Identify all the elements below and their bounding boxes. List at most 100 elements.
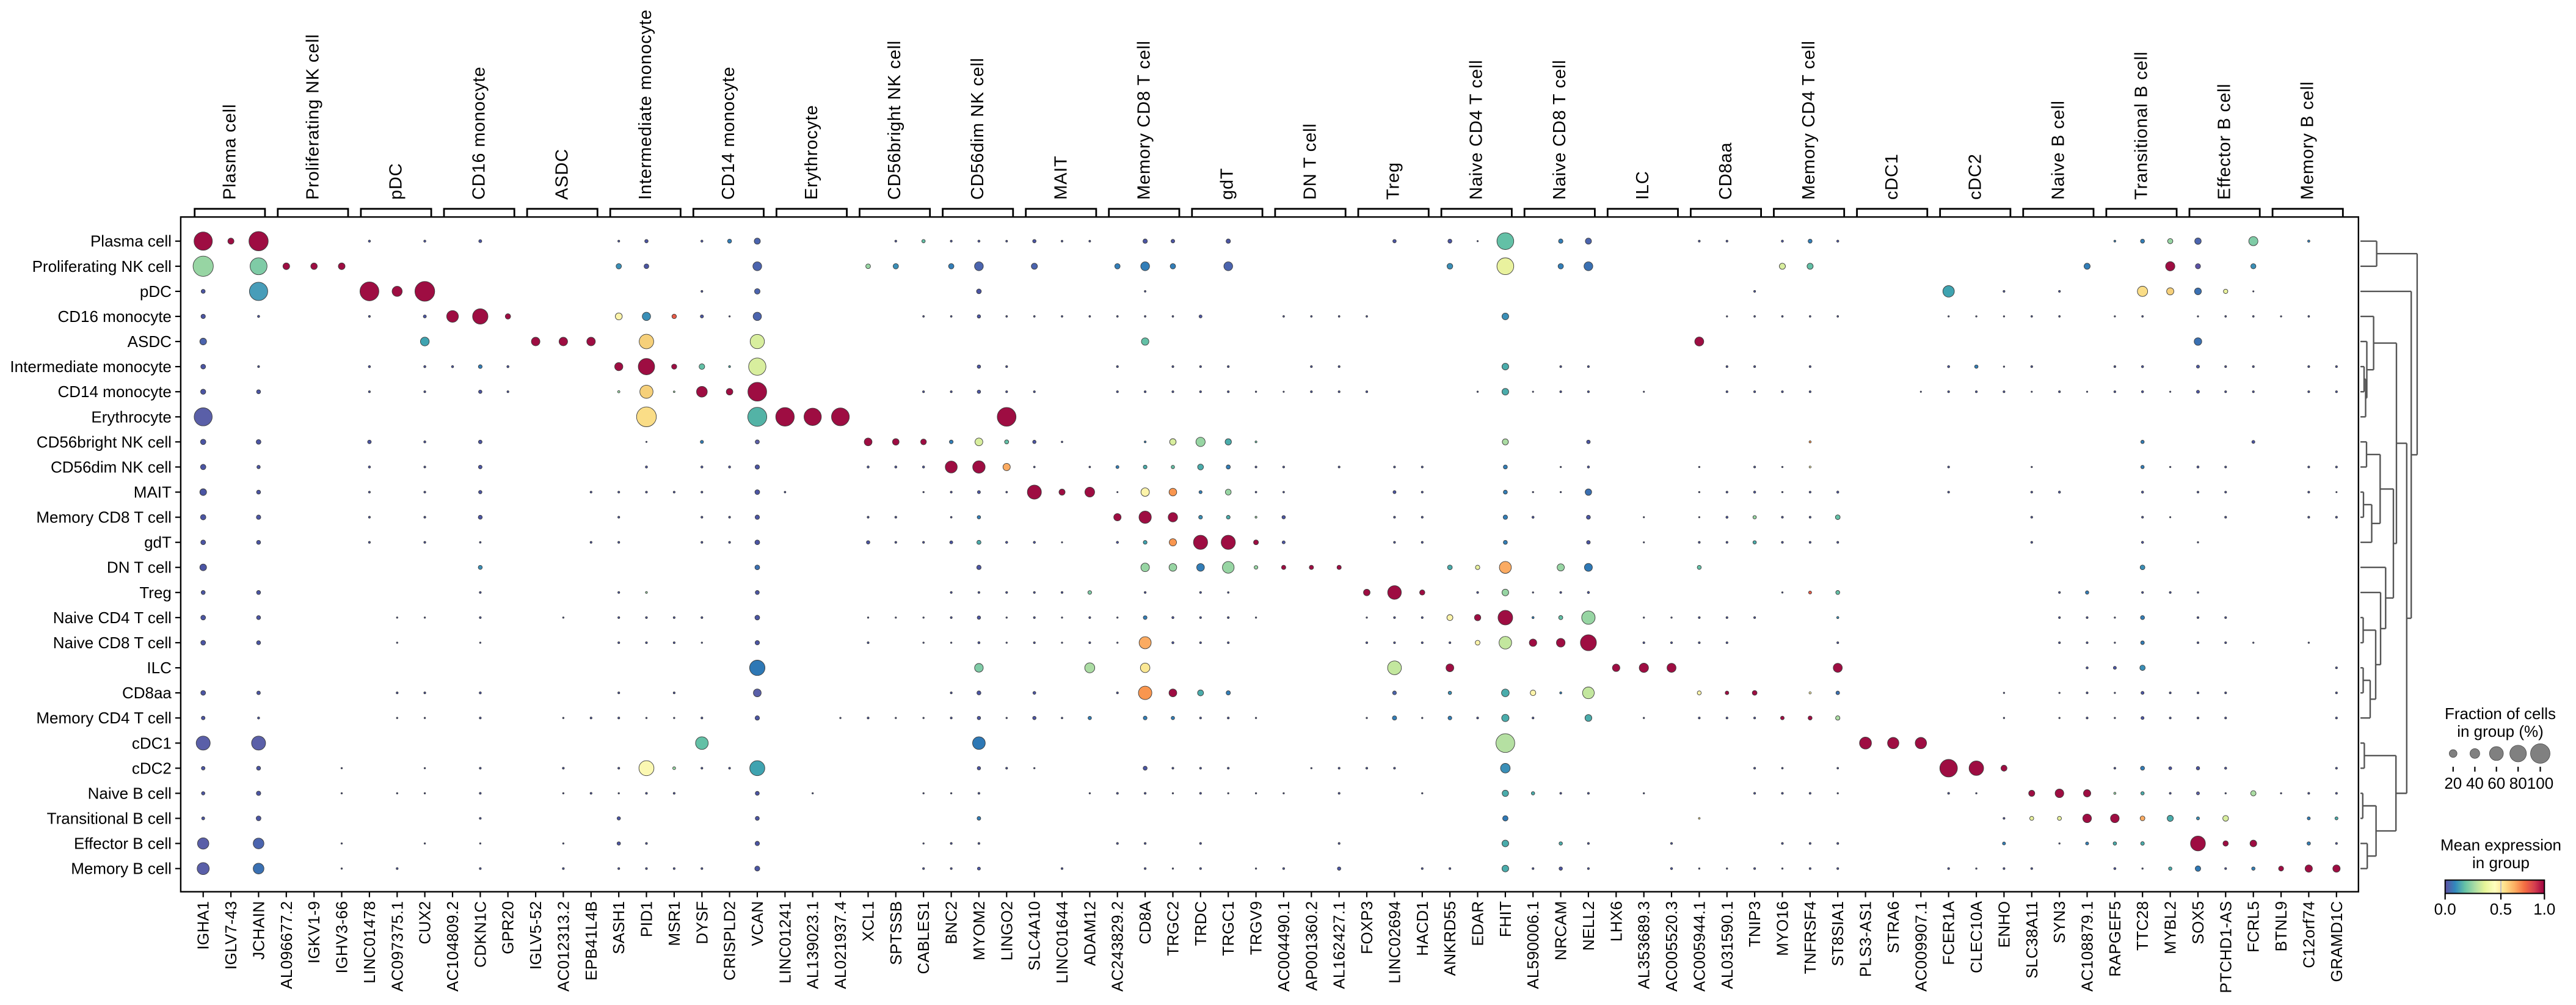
svg-text:AC009907.1: AC009907.1 <box>1912 901 1930 992</box>
svg-text:DYSF: DYSF <box>693 901 711 945</box>
svg-text:in group: in group <box>2472 853 2530 872</box>
svg-text:Naive CD8 T cell: Naive CD8 T cell <box>1550 60 1570 200</box>
svg-text:AP001360.2: AP001360.2 <box>1302 901 1320 991</box>
svg-text:0.5: 0.5 <box>2490 900 2512 918</box>
svg-text:BNC2: BNC2 <box>942 901 961 945</box>
svg-text:TNIP3: TNIP3 <box>1745 901 1764 948</box>
svg-text:MSR1: MSR1 <box>665 901 683 946</box>
svg-text:pDC: pDC <box>387 163 406 200</box>
svg-text:0.0: 0.0 <box>2434 900 2456 918</box>
svg-text:LINC01644: LINC01644 <box>1053 901 1071 984</box>
svg-text:TTC28: TTC28 <box>2133 901 2152 951</box>
svg-text:RAPGEF5: RAPGEF5 <box>2106 901 2124 977</box>
svg-text:IGKV1-9: IGKV1-9 <box>305 901 323 964</box>
svg-text:1.0: 1.0 <box>2533 900 2555 918</box>
svg-text:AC097375.1: AC097375.1 <box>388 901 406 992</box>
svg-text:SYN3: SYN3 <box>2050 901 2068 944</box>
svg-text:FHIT: FHIT <box>1496 901 1515 937</box>
svg-text:CD56bright NK cell: CD56bright NK cell <box>37 433 172 451</box>
svg-text:ST8SIA1: ST8SIA1 <box>1828 901 1847 967</box>
svg-text:GPR20: GPR20 <box>499 901 517 954</box>
svg-text:PLS3-AS1: PLS3-AS1 <box>1857 901 1875 978</box>
svg-text:CD56dim NK cell: CD56dim NK cell <box>968 57 988 200</box>
svg-text:Transitional B cell: Transitional B cell <box>47 809 172 828</box>
svg-text:AL590006.1: AL590006.1 <box>1524 901 1542 989</box>
svg-text:CD8aa: CD8aa <box>122 684 172 702</box>
svg-text:SLC4A10: SLC4A10 <box>1025 901 1044 971</box>
svg-text:NRCAM: NRCAM <box>1552 901 1570 960</box>
svg-text:AC004490.1: AC004490.1 <box>1275 901 1293 992</box>
svg-text:XCL1: XCL1 <box>859 901 878 942</box>
svg-text:Memory CD4 T cell: Memory CD4 T cell <box>1799 40 1819 200</box>
svg-text:Memory CD4 T cell: Memory CD4 T cell <box>36 709 172 727</box>
svg-text:LINC01241: LINC01241 <box>776 901 794 984</box>
svg-text:TRDC: TRDC <box>1192 901 1210 946</box>
svg-text:PTCHD1-AS: PTCHD1-AS <box>2216 901 2235 993</box>
svg-text:CD16 monocyte: CD16 monocyte <box>470 67 489 200</box>
svg-text:60: 60 <box>2487 774 2505 792</box>
svg-text:LINGO2: LINGO2 <box>997 901 1016 961</box>
svg-text:CUX2: CUX2 <box>416 901 434 945</box>
svg-text:cDC1: cDC1 <box>132 734 172 752</box>
svg-text:40: 40 <box>2466 774 2484 792</box>
svg-text:cDC1: cDC1 <box>1882 153 1902 200</box>
svg-text:HACD1: HACD1 <box>1413 901 1432 956</box>
svg-text:Intermediate monocyte: Intermediate monocyte <box>636 9 655 200</box>
svg-text:VCAN: VCAN <box>748 901 766 946</box>
svg-text:Effector B cell: Effector B cell <box>2215 84 2235 200</box>
svg-text:AL021937.4: AL021937.4 <box>831 901 850 989</box>
svg-text:CD14 monocyte: CD14 monocyte <box>719 67 738 200</box>
svg-text:MYO16: MYO16 <box>1774 901 1792 956</box>
svg-text:SOX5: SOX5 <box>2189 901 2207 945</box>
svg-text:LINC02694: LINC02694 <box>1385 901 1403 984</box>
svg-text:ENHO: ENHO <box>1995 901 2013 948</box>
svg-text:Plasma cell: Plasma cell <box>90 232 172 250</box>
svg-text:Naive B cell: Naive B cell <box>2048 100 2068 200</box>
svg-text:Proliferating NK cell: Proliferating NK cell <box>303 34 322 200</box>
svg-text:Treg: Treg <box>139 583 172 602</box>
svg-text:EDAR: EDAR <box>1469 901 1487 946</box>
svg-text:TRGC2: TRGC2 <box>1164 901 1182 956</box>
svg-text:NELL2: NELL2 <box>1579 901 1598 951</box>
svg-text:Proliferating NK cell: Proliferating NK cell <box>32 257 172 276</box>
svg-text:ADAM12: ADAM12 <box>1080 901 1099 966</box>
svg-text:LINC01478: LINC01478 <box>360 901 379 984</box>
svg-text:SLC38A11: SLC38A11 <box>2023 901 2041 979</box>
svg-text:CRISPLD2: CRISPLD2 <box>721 901 739 981</box>
svg-text:AC104809.2: AC104809.2 <box>443 901 462 992</box>
svg-text:MYBL2: MYBL2 <box>2161 901 2180 954</box>
svg-text:CLEC10A: CLEC10A <box>1967 901 1985 973</box>
svg-text:IGHV3-66: IGHV3-66 <box>333 901 351 974</box>
svg-text:CDKN1C: CDKN1C <box>471 901 489 968</box>
svg-text:ASDC: ASDC <box>553 148 572 200</box>
svg-text:Mean expression: Mean expression <box>2440 836 2561 854</box>
svg-text:100: 100 <box>2527 774 2553 792</box>
svg-text:IGLV7-43: IGLV7-43 <box>222 901 240 970</box>
svg-text:pDC: pDC <box>140 282 172 301</box>
svg-text:BTNL9: BTNL9 <box>2272 901 2290 952</box>
svg-text:AL139023.1: AL139023.1 <box>804 901 822 989</box>
svg-text:AC108879.1: AC108879.1 <box>2078 901 2097 992</box>
svg-text:AL096677.2: AL096677.2 <box>277 901 296 989</box>
svg-text:in group (%): in group (%) <box>2457 722 2544 740</box>
svg-text:Naive CD4 T cell: Naive CD4 T cell <box>53 608 172 627</box>
svg-text:Plasma cell: Plasma cell <box>220 104 239 200</box>
svg-text:AC005944.1: AC005944.1 <box>1690 901 1708 992</box>
svg-text:AL353689.3: AL353689.3 <box>1635 901 1653 989</box>
svg-text:JCHAIN: JCHAIN <box>249 901 267 960</box>
svg-text:CD8A: CD8A <box>1136 901 1154 944</box>
svg-text:Effector B cell: Effector B cell <box>74 835 172 853</box>
svg-text:Intermediate monocyte: Intermediate monocyte <box>10 357 171 376</box>
svg-text:Memory CD8 T cell: Memory CD8 T cell <box>36 508 172 527</box>
svg-text:C12orf74: C12orf74 <box>2299 901 2318 968</box>
svg-text:EPB41L4B: EPB41L4B <box>582 901 600 981</box>
svg-text:ILC: ILC <box>1633 170 1653 200</box>
svg-text:LHX6: LHX6 <box>1607 901 1625 942</box>
svg-text:Transitional B cell: Transitional B cell <box>2132 51 2152 200</box>
svg-text:ANKRD55: ANKRD55 <box>1441 901 1459 976</box>
svg-text:CD56bright NK cell: CD56bright NK cell <box>885 40 904 200</box>
svg-text:DN T cell: DN T cell <box>107 558 172 577</box>
svg-text:AC005520.3: AC005520.3 <box>1662 901 1681 992</box>
svg-text:MAIT: MAIT <box>134 483 172 502</box>
svg-text:CD16 monocyte: CD16 monocyte <box>57 307 171 326</box>
